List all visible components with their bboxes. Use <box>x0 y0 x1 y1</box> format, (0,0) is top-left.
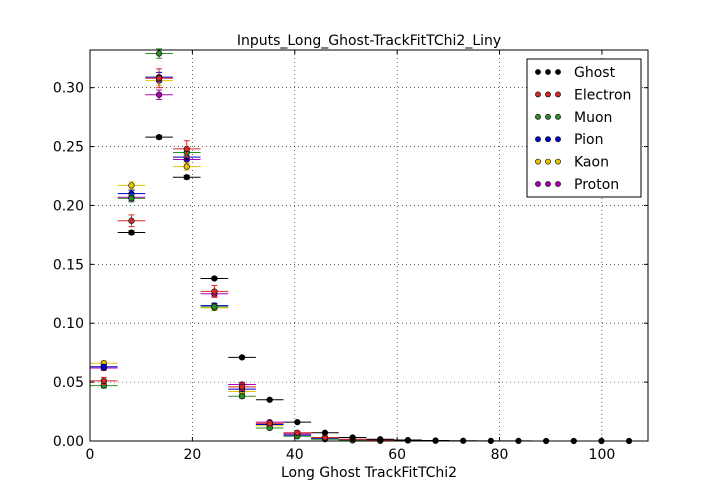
legend-marker <box>535 113 541 120</box>
legend-item-electron: Electron <box>535 87 631 103</box>
legend-item-proton: Proton <box>535 177 619 193</box>
legend-marker <box>545 158 551 165</box>
data-point <box>128 195 135 202</box>
data-point <box>349 434 356 441</box>
y-tick-label: 0.20 <box>53 198 84 214</box>
data-point <box>238 354 246 361</box>
x-tick-label: 40 <box>286 447 304 463</box>
legend-marker <box>555 158 561 165</box>
legend-marker <box>535 69 541 75</box>
legend-marker <box>545 113 551 120</box>
data-point <box>183 174 190 181</box>
legend-marker <box>555 91 561 98</box>
data-point <box>183 145 190 153</box>
legend: Ghost Electron Muon Pion Kaon Proton <box>526 58 642 198</box>
data-point <box>100 363 107 370</box>
data-point <box>100 377 107 385</box>
legend-item-muon: Muon <box>535 110 612 126</box>
legend-marker <box>555 181 561 187</box>
legend-label: Proton <box>574 177 619 193</box>
legend-marker <box>535 181 541 187</box>
legend-label: Electron <box>574 87 631 103</box>
legend-item-ghost: Ghost <box>535 65 616 81</box>
data-point <box>238 383 246 390</box>
legend-marker <box>535 91 541 98</box>
legend-marker <box>545 69 551 75</box>
data-point <box>128 217 135 224</box>
data-point <box>156 91 163 98</box>
legend-marker <box>535 136 541 143</box>
x-tick-label: 60 <box>388 447 406 463</box>
legend-marker <box>555 113 561 120</box>
legend-item-pion: Pion <box>535 132 603 148</box>
data-point <box>156 50 163 57</box>
legend-marker <box>535 158 541 165</box>
x-tick-label: 20 <box>183 447 201 463</box>
axis-ticks: 0 20 40 60 80 100 0.00 0.05 0.10 0.15 0.20 0.25 0.30 <box>53 50 648 463</box>
data-point <box>294 419 301 426</box>
data-point <box>128 229 135 236</box>
data-point <box>211 303 218 310</box>
legend-label: Kaon <box>574 155 609 171</box>
data-point <box>266 396 273 403</box>
data-point <box>404 436 412 444</box>
y-tick-label: 0.00 <box>53 434 84 450</box>
legend-marker <box>545 91 551 98</box>
y-tick-label: 0.10 <box>53 316 84 332</box>
legend-box <box>526 58 642 198</box>
data-point <box>294 429 301 436</box>
data-point <box>211 288 218 295</box>
x-tick-label: 100 <box>589 447 616 463</box>
y-tick-label: 0.15 <box>53 257 84 273</box>
data-point <box>266 420 273 427</box>
legend-marker <box>555 136 561 143</box>
data-point <box>156 134 163 141</box>
chart-title: Inputs_Long_Ghost-TrackFitTChi2_Liny <box>237 33 501 49</box>
legend-marker <box>555 69 561 75</box>
legend-marker <box>545 181 551 187</box>
legend-item-kaon: Kaon <box>535 155 609 171</box>
plot-frame <box>89 49 649 442</box>
y-tick-label: 0.30 <box>53 81 84 97</box>
legend-marker <box>545 136 551 143</box>
plot-data <box>90 48 643 445</box>
x-axis-title: Long Ghost TrackFitTChi2 <box>281 465 457 481</box>
data-point <box>156 75 163 82</box>
legend-label: Muon <box>574 110 612 126</box>
data-point <box>128 182 135 189</box>
data-point <box>238 393 246 400</box>
x-tick-label: 0 <box>86 447 95 463</box>
y-tick-label: 0.05 <box>53 375 84 391</box>
data-point <box>321 429 329 436</box>
y-tick-label: 0.25 <box>53 140 84 156</box>
legend-label: Pion <box>574 132 603 148</box>
data-point <box>183 163 190 170</box>
data-point <box>211 275 218 282</box>
x-tick-label: 80 <box>491 447 509 463</box>
legend-label: Ghost <box>574 65 616 81</box>
